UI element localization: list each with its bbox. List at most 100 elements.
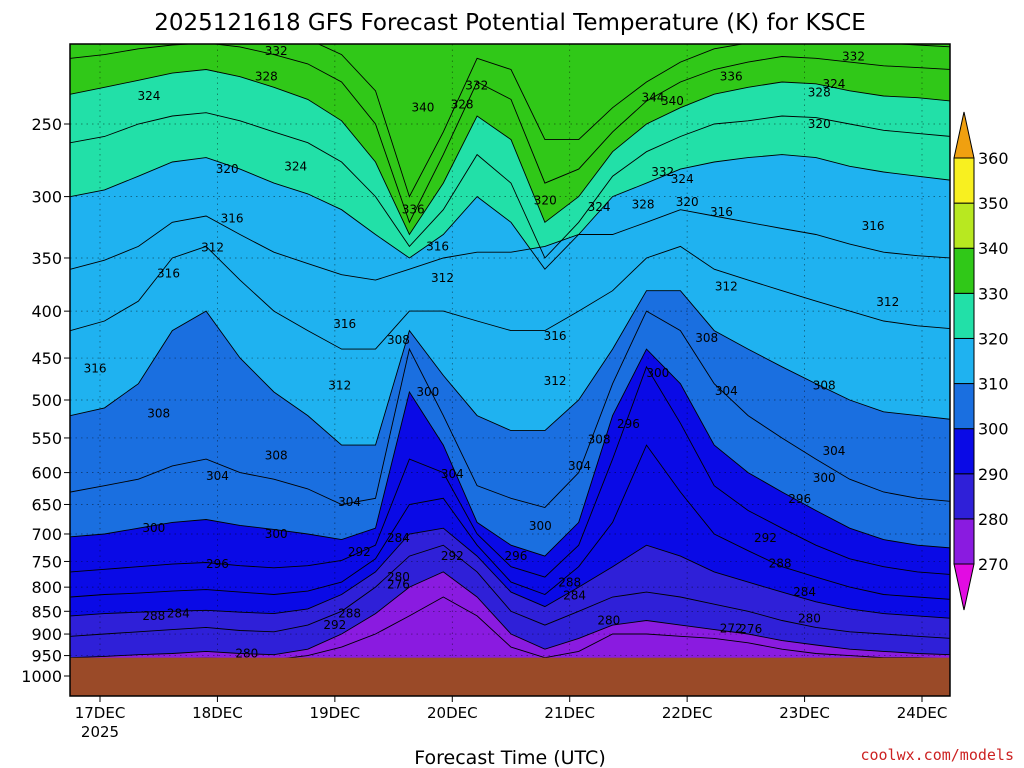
isentrope-300 [70, 348, 950, 557]
isentrope-label-text: 340 [411, 101, 434, 115]
terrain-fill [70, 657, 950, 696]
isentrope-label-text: 344 [641, 91, 664, 105]
isentrope-label: 300 [813, 471, 836, 485]
isentrope-label: 300 [142, 521, 165, 535]
isentrope-label: 288 [769, 557, 792, 571]
isentrope-label: 316 [221, 212, 244, 226]
colorbar-tick-label: 290 [978, 465, 1009, 484]
isentrope-label: 312 [876, 295, 899, 309]
isentrope-316 [70, 209, 950, 281]
plot-area: 3323283243203163123163163083043083002963… [70, 44, 950, 696]
isentrope-label-text: 332 [265, 44, 288, 58]
isentrope-label: 292 [441, 549, 464, 563]
isentrope-label-text: 304 [206, 469, 229, 483]
colorbar-extend-low [953, 563, 975, 611]
isentrope-label: 312 [544, 374, 567, 388]
isentrope-label-text: 296 [206, 557, 229, 571]
isentrope-label-text: 284 [167, 607, 190, 621]
isentrope-304 [70, 310, 950, 509]
isentrope-label-text: 328 [808, 86, 831, 100]
isentrope-label: 296 [206, 557, 229, 571]
isentrope-label: 324 [284, 159, 307, 173]
colorbar: 270 280 290 300 310 320 330 340 350 360 [953, 111, 1009, 611]
isentrope-label-text: 324 [588, 200, 611, 214]
isentrope-label-text: 340 [661, 94, 684, 108]
isentrope-label: 328 [451, 97, 474, 111]
isentrope-label-text: 312 [715, 280, 738, 294]
y-tick-label: 650 [31, 495, 62, 514]
isentrope-label-text: 316 [221, 212, 244, 226]
y-tick-label: 400 [31, 302, 62, 321]
isentrope-label-text: 292 [323, 618, 346, 632]
colorbar-segment [953, 247, 975, 294]
y-tick-label: 900 [31, 625, 62, 644]
isentrope-labels: 3323283243203163123163163083043083002963… [84, 44, 900, 660]
x-tick-label: 24DEC [897, 704, 948, 722]
isentrope-label-text: 288 [338, 607, 361, 621]
isentrope-label-text: 300 [646, 366, 669, 380]
isentrope-label-text: 304 [715, 384, 738, 398]
y-tick-label: 1000 [21, 667, 62, 686]
isentrope-label-text: 324 [671, 172, 694, 186]
isentrope-label: 332 [842, 49, 865, 63]
isentrope-label-text: 320 [676, 195, 699, 209]
colorbar-tick-label: 320 [978, 329, 1009, 348]
isentrope-label: 332 [265, 44, 288, 58]
isentrope-label-text: 300 [813, 471, 836, 485]
y-tick-label: 800 [31, 578, 62, 597]
y-tick-label: 450 [31, 349, 62, 368]
isentrope-label: 284 [793, 585, 816, 599]
isentrope-label-text: 316 [333, 317, 356, 331]
x-axis-label: Forecast Time (UTC) [414, 747, 605, 768]
isentrope-label-text: 296 [504, 549, 527, 563]
y-tick-label: 750 [31, 552, 62, 571]
isentrope-label-text: 300 [416, 385, 439, 399]
y-tick-label: 550 [31, 429, 62, 448]
x-tick-label: 23DEC [779, 704, 830, 722]
isentrope-label: 304 [715, 384, 738, 398]
isentrope-332 [70, 44, 950, 224]
isentrope-label-text: 328 [632, 197, 655, 211]
isentrope-label-text: 276 [739, 622, 762, 636]
isentrope-label: 324 [822, 77, 845, 91]
isentrope-label-text: 304 [441, 467, 464, 481]
isentrope-312 [70, 245, 950, 350]
isentrope-label: 316 [157, 267, 180, 281]
colorbar-segment [953, 292, 975, 339]
isentrope-label-text: 284 [387, 531, 410, 545]
isentrope-label: 328 [255, 70, 278, 84]
colorbar-tick-label: 360 [978, 149, 1009, 168]
isentrope-label: 328 [632, 197, 655, 211]
isentrope-label: 288 [558, 576, 581, 590]
isentrope-label-text: 336 [402, 203, 425, 217]
y-tick-label: 850 [31, 602, 62, 621]
isentrope-label-text: 308 [387, 333, 410, 347]
isentrope-label: 292 [348, 545, 371, 559]
grid-lines [70, 44, 950, 696]
isentrope-label: 336 [720, 70, 743, 84]
y-tick-label: 350 [31, 249, 62, 268]
x-tick-sublabel: 2025 [81, 723, 119, 741]
y-tick-label: 600 [31, 464, 62, 483]
isentrope-label: 292 [323, 618, 346, 632]
isentrope-label: 300 [529, 519, 552, 533]
isentrope-label: 296 [617, 417, 640, 431]
isentrope-label-text: 300 [142, 521, 165, 535]
isentrope-label: 312 [201, 241, 224, 255]
isentrope-label: 324 [137, 89, 160, 103]
isentrope-label-text: 292 [754, 531, 777, 545]
isentrope-label-text: 312 [328, 378, 351, 392]
isentrope-label-text: 280 [597, 614, 620, 628]
isentrope-label: 296 [504, 549, 527, 563]
isentrope-label-text: 272 [720, 622, 743, 636]
isentrope-label: 296 [788, 492, 811, 506]
isentrope-label-text: 308 [588, 432, 611, 446]
chart-title: 2025121618 GFS Forecast Potential Temper… [154, 10, 865, 36]
isentrope-label-text: 308 [813, 378, 836, 392]
isentrope-label: 328 [808, 86, 831, 100]
isentrope-label: 308 [588, 432, 611, 446]
isentrope-label: 316 [710, 205, 733, 219]
isentrope-label-text: 328 [255, 70, 278, 84]
colorbar-segment [953, 383, 975, 430]
